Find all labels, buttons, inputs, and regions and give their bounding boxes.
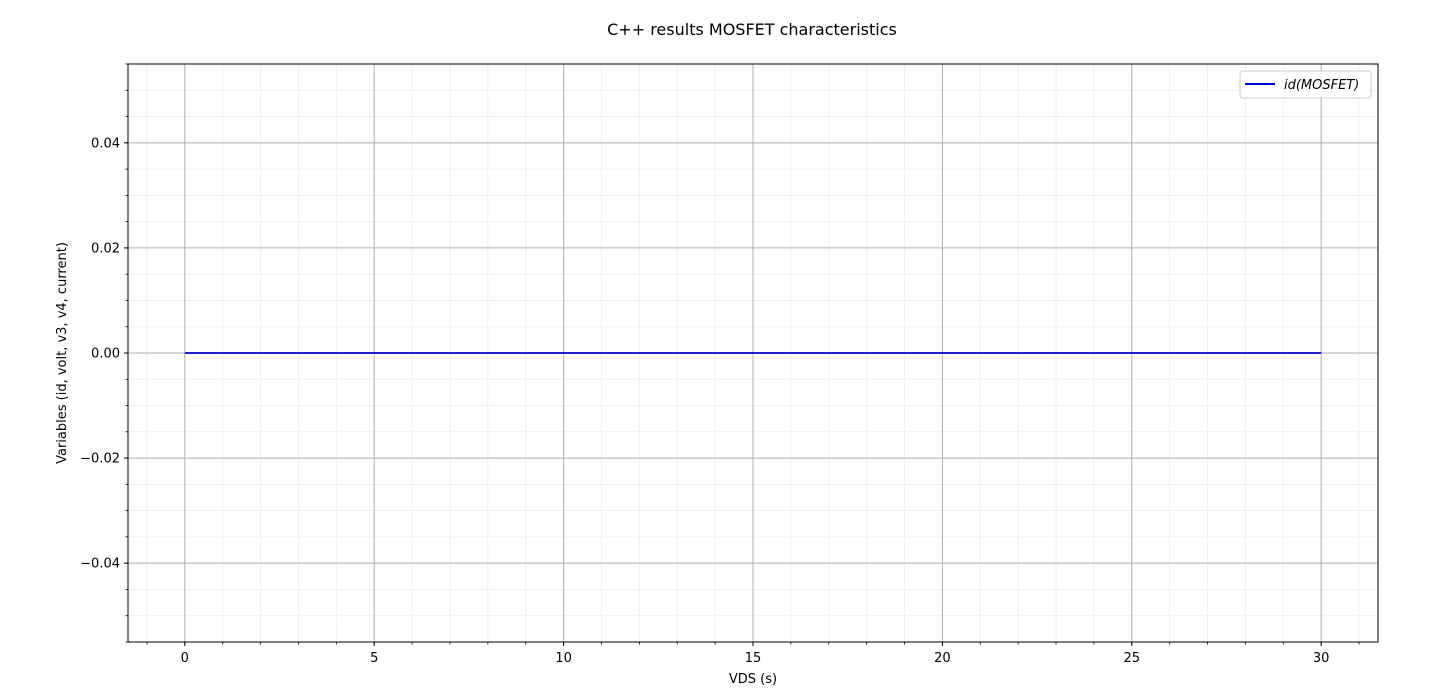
x-tick-label: 30 bbox=[1313, 651, 1330, 666]
y-axis: −0.04 −0.02 0.00 0.02 0.04 bbox=[80, 63, 128, 643]
y-tick-label: −0.02 bbox=[80, 452, 120, 467]
chart-title: C++ results MOSFET characteristics bbox=[607, 20, 897, 39]
y-tick-label: 0.00 bbox=[91, 347, 120, 362]
y-tick-label: −0.04 bbox=[80, 557, 120, 572]
x-tick-label: 0 bbox=[181, 651, 189, 666]
y-tick-label: 0.02 bbox=[91, 241, 120, 256]
x-axis: 0 5 10 15 20 25 30 bbox=[146, 642, 1360, 666]
x-tick-label: 25 bbox=[1124, 651, 1141, 666]
x-tick-label: 15 bbox=[745, 651, 762, 666]
legend-box bbox=[1239, 70, 1372, 99]
x-tick-label: 5 bbox=[370, 651, 378, 666]
legend-label: id(MOSFET) bbox=[1284, 78, 1359, 93]
y-axis-label: Variables (id, volt, v3, v4, current) bbox=[55, 242, 70, 464]
y-tick-label: 0.04 bbox=[91, 136, 120, 151]
legend: id(MOSFET) bbox=[1239, 70, 1372, 99]
x-tick-label: 20 bbox=[934, 651, 951, 666]
x-tick-label: 10 bbox=[555, 651, 572, 666]
x-axis-label: VDS (s) bbox=[729, 672, 777, 687]
